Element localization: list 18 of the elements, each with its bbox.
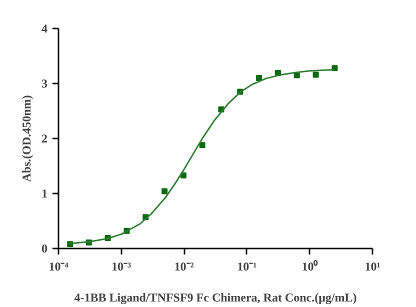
x-tick-label: 10⁻¹	[237, 260, 258, 274]
x-tick-label: 10⁰	[302, 260, 319, 274]
y-tick-label: 1	[42, 186, 48, 200]
y-tick-label: 3	[42, 76, 48, 90]
x-tick-label: 10⁻²	[174, 260, 194, 274]
y-tick-label: 4	[42, 22, 48, 36]
x-tick-label: 10⁻⁴	[48, 260, 69, 274]
point	[162, 188, 168, 194]
point	[312, 72, 319, 78]
y-tick-label: 2	[42, 132, 48, 146]
x-axis-title: 4-1BB Ligand/TNFSF9 Fc Chimera, Rat Conc.(μg/mL)	[74, 290, 357, 304]
x-tick-label: 10¹	[364, 260, 381, 274]
point	[294, 72, 300, 78]
y-tick-label: 0	[42, 242, 48, 256]
point	[256, 75, 262, 81]
point	[199, 142, 206, 148]
x-tick-label: 10⁻³	[112, 260, 132, 274]
y-axis-title: Abs.(OD.450nm)	[20, 95, 34, 182]
